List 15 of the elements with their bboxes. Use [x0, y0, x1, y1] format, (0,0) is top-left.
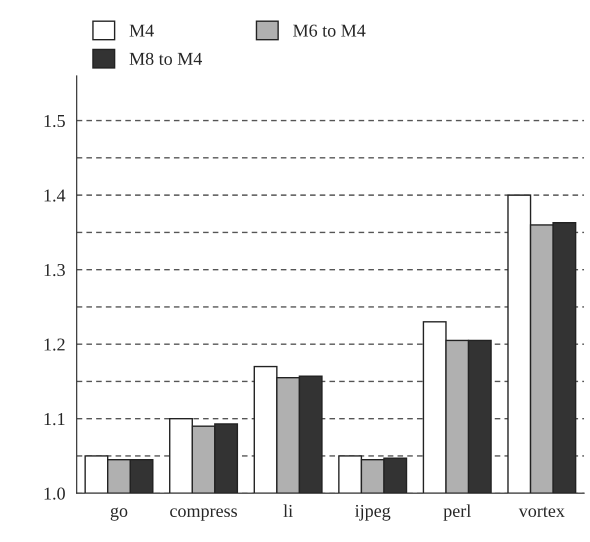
x-tick-label: compress	[170, 508, 237, 521]
y-tick-label: 1.1	[44, 413, 65, 426]
legend-label: M8 to M4	[130, 52, 202, 65]
x-tick-label: li	[283, 504, 293, 517]
x-tick-label: ijpeg	[355, 504, 390, 521]
y-tick-label: 1.2	[44, 338, 65, 351]
x-tick-label: perl	[444, 504, 471, 521]
y-tick-label: 1.0	[44, 487, 65, 500]
legend-label: M6 to M4	[293, 24, 366, 37]
y-tick-label: 1.3	[44, 264, 65, 276]
x-tick-label: go	[110, 508, 128, 521]
y-tick-label: 1.5	[44, 114, 65, 128]
x-tick-label: vortex	[518, 506, 565, 518]
legend-label: M4	[130, 24, 154, 37]
y-tick-label: 1.4	[44, 189, 66, 202]
